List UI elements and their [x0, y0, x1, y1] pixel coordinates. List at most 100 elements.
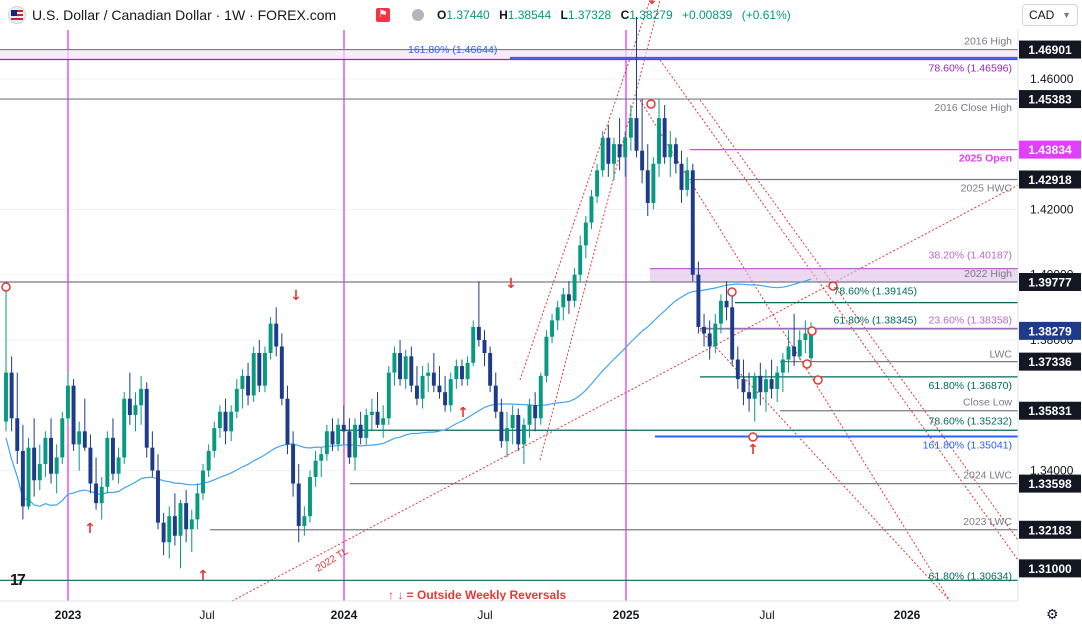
candle-body [623, 137, 628, 158]
pivot-circle [828, 281, 838, 291]
candle-body [296, 483, 301, 526]
level-label: 78.60% (1.39145) [834, 286, 917, 298]
level-label: 78.60% (1.35232) [929, 415, 1012, 427]
candle-body [223, 411, 228, 432]
candle-body [454, 366, 459, 380]
more-icon[interactable] [412, 9, 424, 21]
candle-body [358, 424, 363, 438]
candle-body [420, 375, 425, 399]
candle-body [262, 353, 267, 386]
level-label: 2023 LWC [963, 516, 1012, 528]
candle-body [77, 431, 82, 445]
x-tick-label: Jul [199, 608, 214, 622]
candle-body [617, 144, 622, 158]
pivot-circle [802, 359, 812, 369]
candle-body [780, 359, 785, 373]
candle-body [668, 144, 673, 158]
reversal-arrow-icon: ↑ [197, 568, 209, 584]
candle-body [229, 411, 234, 432]
legend-annotation: ↑ ↓ = Outside Weekly Reversals [388, 588, 567, 602]
price-tag [1019, 559, 1081, 578]
candle-body [673, 144, 678, 164]
candle-body [291, 444, 296, 484]
candle-body [437, 385, 442, 393]
candle-body [54, 457, 59, 474]
moving-average-line [5, 278, 812, 507]
candle-body [341, 424, 346, 432]
candle-body [279, 346, 284, 399]
resistance-zone [650, 268, 1018, 282]
reversal-arrow-icon: ↑ [747, 442, 759, 458]
candle-body [544, 336, 549, 376]
candle-body [133, 405, 138, 416]
pivot-circle [646, 99, 656, 109]
currency-select[interactable]: CAD ▼ [1022, 4, 1078, 26]
chart-header: U.S. Dollar / Canadian Dollar · 1W · FOR… [0, 0, 1020, 30]
pivot-circle [748, 432, 758, 442]
candle-body [769, 379, 774, 389]
level-label: 23.60% (1.38358) [929, 314, 1012, 326]
candle-body [369, 411, 374, 416]
reversal-arrow-icon: ↓ [505, 276, 517, 292]
candle-body [26, 447, 31, 507]
price-tag-label: 1.32183 [1028, 523, 1072, 537]
price-tag-label: 1.46901 [1028, 43, 1072, 57]
candle-body [32, 447, 37, 481]
candle-body [735, 359, 740, 380]
candle-body [713, 323, 718, 347]
candle-body [707, 333, 712, 347]
change-percent: (+0.61%) [741, 8, 791, 22]
price-tag-label: 1.43834 [1028, 143, 1072, 157]
candle-body [752, 375, 757, 399]
price-tag [1019, 90, 1081, 109]
candle-body [184, 503, 189, 530]
candle-body [71, 385, 76, 445]
candle-body [409, 356, 414, 386]
candle-body [431, 372, 436, 386]
candle-body [94, 483, 99, 504]
symbol-title[interactable]: U.S. Dollar / Canadian Dollar · 1W · FOR… [32, 7, 337, 23]
candle-body [178, 503, 183, 536]
candle-body [82, 431, 87, 448]
level-label: 78.60% (1.46596) [929, 62, 1012, 74]
candle-body [538, 375, 543, 419]
price-tag [1019, 352, 1081, 371]
price-tag-label: 1.37336 [1028, 355, 1072, 369]
candle-body [583, 222, 588, 246]
candle-body [555, 307, 560, 321]
candle-body [206, 450, 211, 471]
candle-body [747, 392, 752, 399]
x-tick-label: Jul [477, 608, 492, 622]
candle-body [20, 450, 25, 507]
y-tick-label: 1.34000 [1030, 463, 1074, 477]
candle-body [809, 330, 813, 359]
candle-body [375, 411, 380, 425]
candle-body [595, 170, 600, 197]
candle-body [645, 170, 650, 203]
candle-body [302, 516, 307, 526]
candle-body [285, 398, 290, 445]
candle-body [330, 431, 335, 445]
x-tick-label: 2026 [894, 608, 921, 622]
candle-body [561, 294, 566, 308]
price-tag [1019, 170, 1081, 189]
candle-body [403, 356, 408, 380]
price-tag-label: 1.33598 [1028, 477, 1072, 491]
candle-body [43, 437, 48, 464]
candle-body [718, 300, 723, 324]
candle-body [65, 385, 70, 419]
candle-body [110, 437, 115, 474]
candle-body [257, 353, 262, 386]
candle-body [792, 346, 797, 357]
flag-icon[interactable]: ⚑ [376, 8, 390, 22]
candle-body [493, 385, 498, 412]
candle-body [572, 274, 577, 301]
candle-body [634, 118, 639, 151]
tradingview-logo-icon[interactable]: 17 [10, 572, 26, 589]
candle-body [533, 405, 538, 419]
gear-icon[interactable]: ⚙ [1046, 606, 1059, 622]
candle-body [139, 388, 144, 406]
candle-body [600, 137, 605, 171]
level-label: 161.80% (1.46644) [408, 44, 497, 56]
